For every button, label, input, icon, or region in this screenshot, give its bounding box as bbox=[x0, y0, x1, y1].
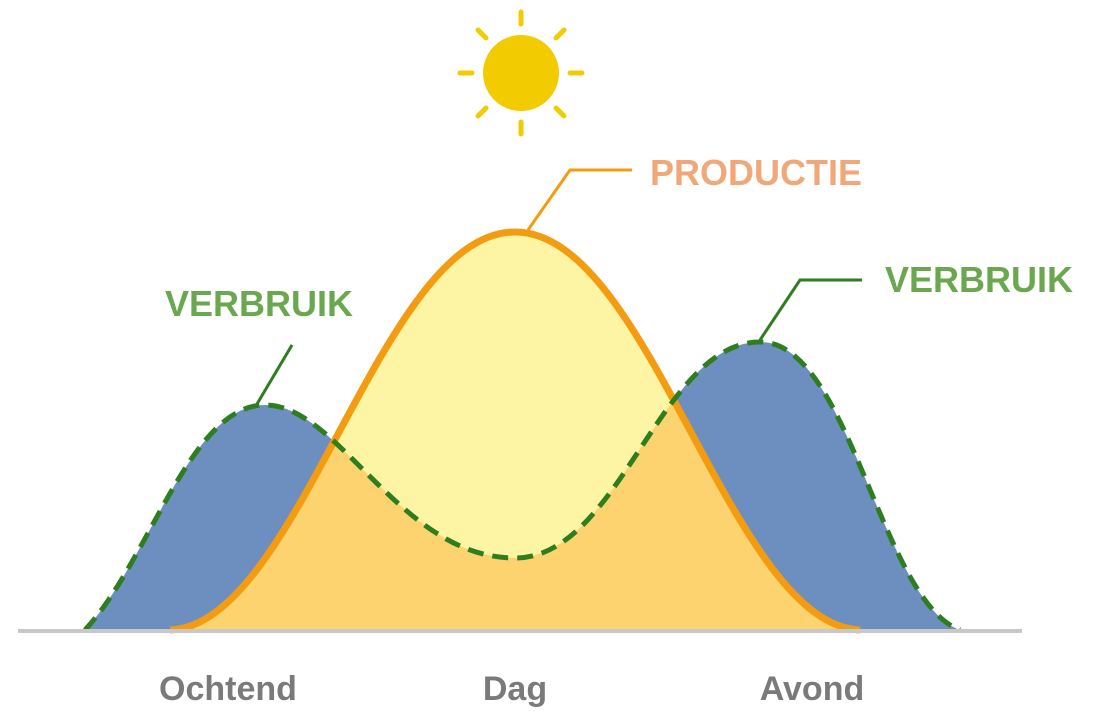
sun bbox=[457, 9, 585, 137]
consumption-label: VERBRUIK bbox=[885, 259, 1073, 300]
leader-line bbox=[255, 344, 294, 405]
production-label: PRODUCTIE bbox=[650, 152, 862, 193]
period-label: Dag bbox=[483, 670, 547, 708]
production-line bbox=[169, 228, 861, 634]
leader-line bbox=[758, 278, 862, 341]
leader-line bbox=[526, 168, 632, 231]
consumption-label: VERBRUIK bbox=[165, 283, 353, 324]
period-label: Ochtend bbox=[159, 670, 297, 708]
consumption-line bbox=[83, 339, 961, 633]
period-label: Avond bbox=[760, 670, 865, 708]
